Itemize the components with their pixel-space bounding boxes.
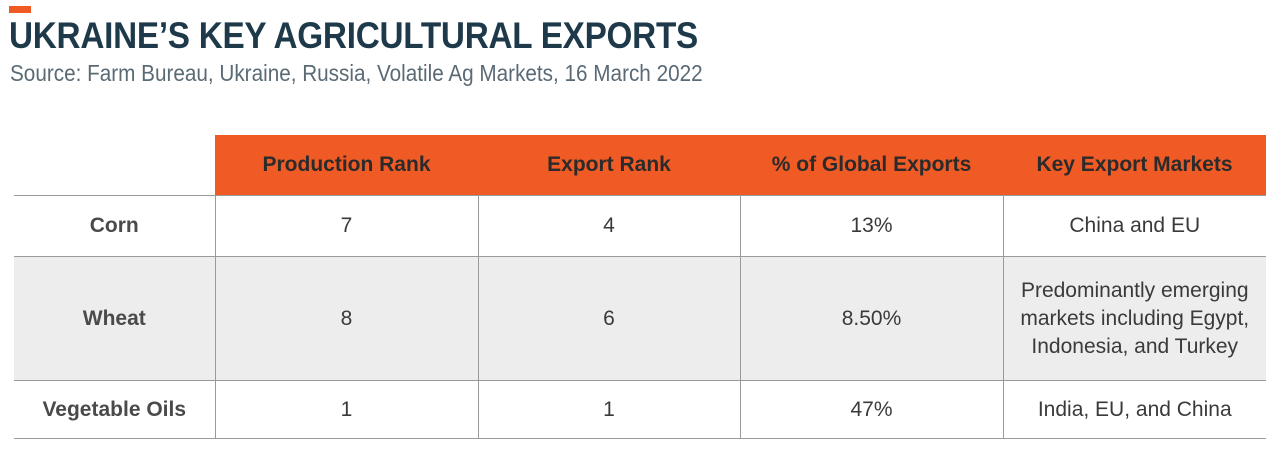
commodity-cell: Corn [89, 214, 139, 237]
table-row: Wheat 8 6 8.50% Predominantly emerging m… [14, 256, 1266, 381]
commodity-cell: Vegetable Oils [42, 397, 187, 421]
markets-cell: Predominantly emerging markets including… [1002, 256, 1266, 381]
export-rank-cell: 1 [477, 380, 740, 439]
export-rank-cell: 4 [477, 195, 740, 257]
markets-cell: China and EU [1002, 195, 1266, 257]
page-subtitle: Source: Farm Bureau, Ukraine, Russia, Vo… [10, 60, 703, 86]
commodity-cell: Wheat [14, 256, 215, 381]
header-production-rank: Production Rank [215, 135, 478, 196]
global-share-cell: 13% [739, 195, 1003, 257]
header-key-markets: Key Export Markets [1003, 135, 1266, 196]
production-rank-cell: 8 [214, 256, 478, 381]
table-header-row: Production Rank Export Rank % of Global … [14, 135, 1266, 196]
table-row: Vegetable Oils 1 1 47% India, EU, and Ch… [14, 380, 1266, 439]
global-share-cell: 47% [739, 380, 1003, 439]
production-rank-cell: 1 [214, 380, 478, 439]
title-accent-bar [9, 6, 31, 13]
global-share-cell: 8.50% [739, 256, 1003, 381]
production-rank-cell: 7 [214, 195, 478, 257]
export-rank-cell: 6 [477, 256, 740, 381]
header-export-rank: Export Rank [478, 135, 740, 196]
page-title: UKRAINE’S KEY AGRICULTURAL EXPORTS [9, 15, 698, 56]
header-blank-cell [14, 135, 215, 196]
exports-table: Production Rank Export Rank % of Global … [14, 135, 1266, 439]
markets-cell: India, EU, and China [1002, 380, 1266, 439]
table-row: Corn 7 4 13% China and EU [14, 195, 1266, 257]
header-global-exports: % of Global Exports [740, 135, 1003, 196]
